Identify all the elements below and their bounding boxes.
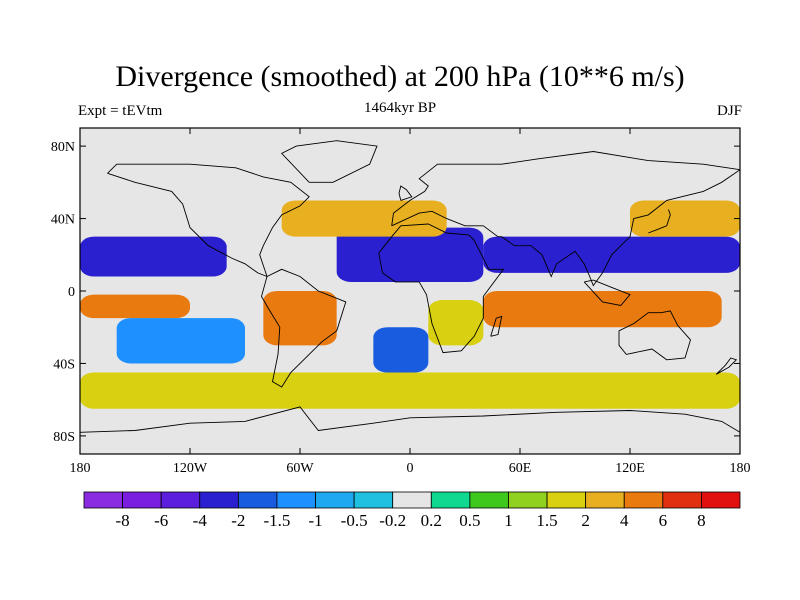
x-tick-label: 60W (286, 461, 314, 476)
colorbar-swatch (701, 491, 741, 509)
y-tick-label: 40S (53, 357, 75, 372)
colorbar-swatch (160, 491, 201, 509)
colorbar-label: -0.5 (341, 511, 368, 530)
region-north-atlantic-divergence (281, 200, 447, 237)
x-axis: 180 120W 60W 0 60E 120E 180 (70, 128, 751, 476)
coastline-africa (378, 223, 505, 354)
colorbar-swatch (315, 491, 355, 509)
x-tick-label: 180 (730, 461, 751, 476)
region-indian-ocean-maritime-continent-divergence (483, 291, 722, 328)
colorbar-label: -1 (308, 511, 322, 530)
colorbar-label: 0.2 (421, 511, 442, 530)
coastline-greenland (280, 140, 378, 183)
region-tropical-north-atlantic-africa-convergence (336, 227, 484, 282)
season-label: DJF (716, 103, 742, 119)
colorbar-label: 1 (504, 511, 513, 530)
colorbar-label: -2 (231, 511, 245, 530)
colorbar-swatch (469, 491, 509, 509)
region-southern-africa-divergence (428, 300, 484, 346)
region-north-pacific-divergence (630, 200, 740, 237)
divergence-field (80, 128, 740, 454)
x-tick-label: 180 (70, 461, 91, 476)
colorbar-label: 1.5 (536, 511, 557, 530)
x-tick-label: 0 (407, 461, 414, 476)
colorbar-label: -6 (154, 511, 168, 530)
colorbar-label: 8 (697, 511, 706, 530)
colorbar-swatch (199, 491, 239, 509)
coastline-antarctica (80, 406, 740, 433)
colorbar-label: 4 (620, 511, 629, 530)
colorbar-swatch (585, 491, 625, 509)
x-tick-label: 120E (615, 461, 645, 476)
y-tick-label: 0 (68, 285, 75, 300)
colorbar-swatch (508, 491, 548, 509)
region-south-atlantic-convergence (373, 327, 429, 373)
x-tick-label: 120W (173, 461, 208, 476)
coastline-indonesia (583, 279, 631, 306)
region-southern-ocean-divergence-band (80, 372, 740, 409)
coastline-north-america (107, 163, 310, 278)
colorbar-swatch (237, 491, 278, 509)
colorbar-swatch (276, 491, 316, 509)
colorbar-label: 0.5 (459, 511, 480, 530)
colorbar-label: -8 (116, 511, 130, 530)
y-tick-label: 80S (53, 430, 75, 445)
colorbar-swatch (546, 491, 587, 509)
colorbar-label: 2 (581, 511, 590, 530)
region-tropical-north-pacific-convergence (80, 236, 227, 277)
colorbar-label: 6 (659, 511, 668, 530)
coastline-australia (618, 310, 692, 361)
experiment-label: Expt = tEVtm (78, 103, 163, 119)
chart-title: Divergence (smoothed) at 200 hPa (10**6 … (115, 60, 685, 93)
colorbar: -8 -6 -4 -2 -1.5 -1 -0.5 -0.2 0.2 0.5 1 1.5 2 4 6 8 (83, 491, 741, 530)
coastline-uk (398, 185, 413, 201)
colorbar-swatch (122, 491, 162, 509)
colorbar-swatch (392, 491, 432, 509)
region-arctic-neutral (80, 128, 740, 156)
x-tick-label: 60E (509, 461, 532, 476)
region-antarctic-neutral (80, 417, 740, 454)
region-equatorial-pacific-divergence (80, 294, 190, 319)
colorbar-label: -4 (193, 511, 208, 530)
y-axis: 80N 40N 0 40S 80S (51, 140, 740, 445)
colorbar-swatch (83, 491, 123, 509)
y-tick-label: 40N (51, 213, 75, 228)
coastlines (80, 140, 740, 433)
coastline-europe-asia (391, 151, 740, 287)
coastline-japan (648, 209, 671, 234)
y-tick-label: 80N (51, 140, 75, 155)
coastline-south-america (261, 268, 347, 388)
colorbar-label: -1.5 (263, 511, 290, 530)
time-label: 1464kyr BP (363, 100, 437, 116)
region-south-pacific-convergence (116, 318, 246, 364)
colorbar-swatch (623, 491, 664, 509)
colorbar-swatch (662, 491, 702, 509)
coastline-new-zealand (715, 357, 738, 375)
region-south-america-divergence (263, 291, 337, 346)
colorbar-label: -0.2 (379, 511, 406, 530)
colorbar-swatch (430, 491, 471, 509)
colorbar-swatch (353, 491, 394, 509)
coastline-madagascar (490, 315, 503, 337)
